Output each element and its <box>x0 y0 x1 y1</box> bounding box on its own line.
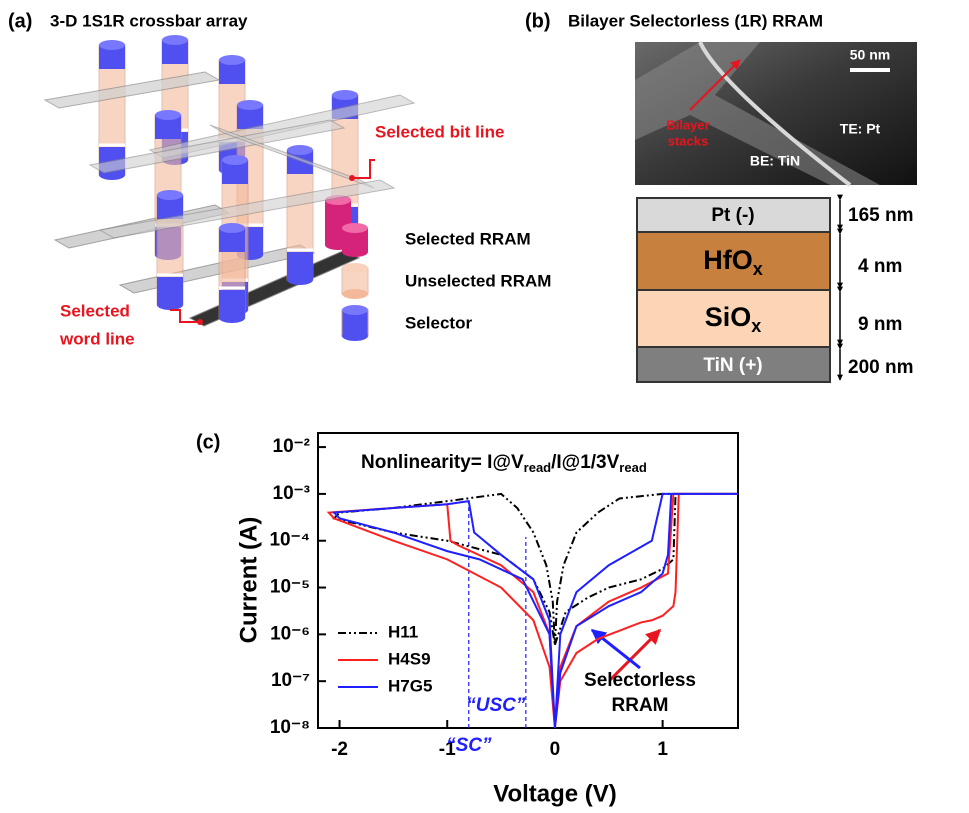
cell <box>342 305 368 341</box>
legend-label: Selected RRAM <box>405 229 531 248</box>
panel-label: (c) <box>196 431 220 453</box>
legend-label: Unselected RRAM <box>405 271 551 290</box>
cell-cap <box>342 223 368 233</box>
pointer-dot <box>349 175 355 181</box>
legend-label: H11 <box>388 622 418 641</box>
panel-c: (c) Nonlinearity= I@Vread/I@1/3Vread Vol… <box>196 431 738 807</box>
layer-name-sub: x <box>753 259 763 279</box>
cell-base <box>157 300 183 310</box>
thickness: 9 nm <box>858 314 902 335</box>
annotation-sub: read <box>524 460 552 475</box>
cell <box>219 223 245 323</box>
cell-base <box>342 289 368 299</box>
cell-cap <box>162 35 188 45</box>
cell-cap <box>342 305 368 315</box>
callout: RRAM <box>612 695 669 716</box>
y-tick-label: 10⁻⁴ <box>269 530 310 551</box>
y-tick-label: 10⁻² <box>273 436 311 457</box>
layer-name: TiN (+) <box>703 355 762 376</box>
crossbar-drawing <box>45 35 414 341</box>
layer-name-sub: x <box>751 316 761 336</box>
layer-name: Pt (-) <box>711 205 754 226</box>
read-label: “USC” <box>466 695 526 716</box>
cell <box>287 145 313 285</box>
y-tick-label: 10⁻⁶ <box>270 623 310 644</box>
y-tick-label: 10⁻³ <box>273 483 311 504</box>
stack-label: stacks <box>668 133 708 148</box>
annotation-part: Nonlinearity= I@V <box>361 452 524 473</box>
cell <box>342 263 368 299</box>
cell-cap <box>99 40 125 50</box>
legend-label: Selector <box>405 313 472 332</box>
legend-label: H7G5 <box>388 676 432 695</box>
annotation-part: /I@1/3V <box>551 452 619 473</box>
cell-base <box>342 247 368 257</box>
annotation-sub: read <box>619 460 647 475</box>
bit-line-label: Selected bit line <box>375 122 504 141</box>
cell-cap <box>287 145 313 155</box>
electrode-line <box>45 72 219 108</box>
panel-a: (a) 3-D 1S1R crossbar array Selected bit… <box>8 10 551 348</box>
thickness: 4 nm <box>858 256 902 277</box>
panel-label: (a) <box>8 10 32 32</box>
word-line-label: word line <box>59 329 135 348</box>
page: { "panel_a": {"label": "(a)", "title": "… <box>0 0 969 813</box>
x-tick-label: -2 <box>331 739 348 760</box>
y-tick-label: 10⁻⁸ <box>270 717 310 738</box>
cell-cap <box>219 55 245 65</box>
te-label: TE: Pt <box>840 121 881 137</box>
cell-cap <box>157 190 183 200</box>
cell <box>157 190 183 310</box>
y-axis-label: Current (A) <box>235 517 262 644</box>
cell-cap <box>342 263 368 273</box>
x-tick-label: 0 <box>550 739 561 760</box>
thickness: 200 nm <box>848 357 913 378</box>
y-tick-label: 10⁻⁵ <box>270 577 310 598</box>
cell-cap <box>332 90 358 100</box>
read-label: “SC” <box>446 735 492 756</box>
figure: (a) 3-D 1S1R crossbar array Selected bit… <box>0 0 969 813</box>
thickness: 165 nm <box>848 205 913 226</box>
callout-arrow <box>592 630 640 668</box>
cell-cap <box>155 110 181 120</box>
stack-label: Bilayer <box>666 117 709 132</box>
legend-label: H4S9 <box>388 649 431 668</box>
cell-base <box>342 331 368 341</box>
cell <box>342 223 368 257</box>
word-line-label: Selected <box>60 301 130 320</box>
y-tick-label: 10⁻⁷ <box>271 670 310 691</box>
panel-b: (b) Bilayer Selectorless (1R) RRAM 50 nm… <box>525 10 917 382</box>
x-axis-label: Voltage (V) <box>493 780 617 807</box>
annotation: Nonlinearity= I@Vread/I@1/3Vread <box>361 452 647 475</box>
scale-label: 50 nm <box>850 47 890 63</box>
x-tick-label: 1 <box>657 739 668 760</box>
cell-base <box>219 313 245 323</box>
cell-cap <box>222 155 248 165</box>
layer-name-base: HfO <box>703 245 753 275</box>
callout: Selectorless <box>584 670 696 691</box>
pointer-dot <box>197 319 203 325</box>
panel-title: Bilayer Selectorless (1R) RRAM <box>568 11 823 30</box>
panel-label: (b) <box>525 10 551 32</box>
cell-cap <box>219 223 245 233</box>
be-label: BE: TiN <box>750 153 800 169</box>
cell-cap <box>237 100 263 110</box>
layer-name-base: SiO <box>705 302 752 332</box>
cell-base <box>287 275 313 285</box>
panel-title: 3-D 1S1R crossbar array <box>50 11 248 30</box>
